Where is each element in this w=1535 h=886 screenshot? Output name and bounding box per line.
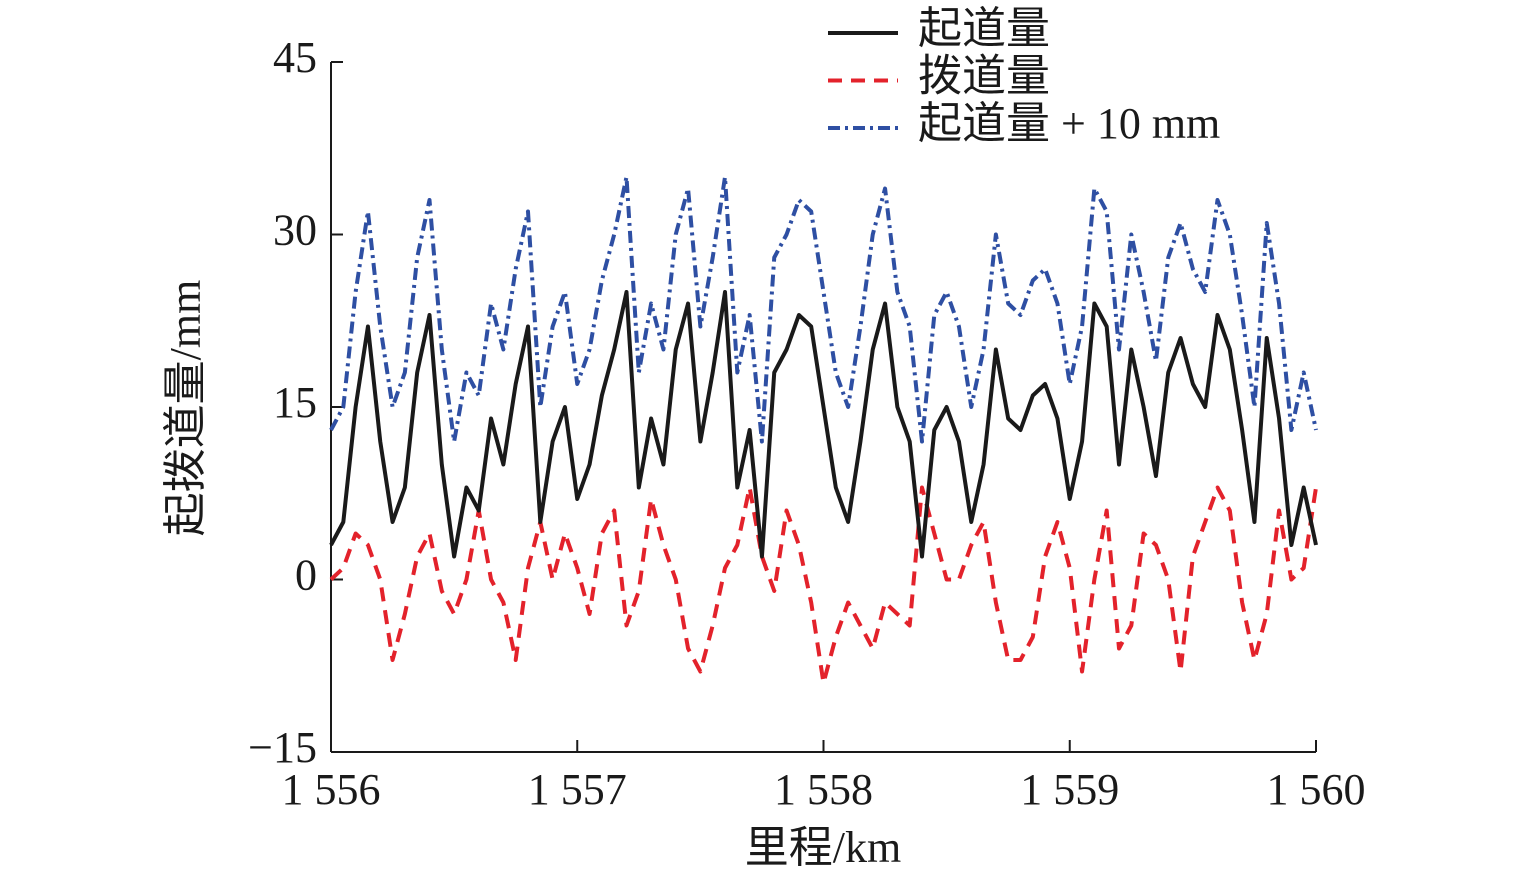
x-tick-label: 1 558 xyxy=(774,765,873,814)
series-line xyxy=(329,175,1318,444)
series-line xyxy=(329,290,1318,559)
y-tick-label: 45 xyxy=(273,33,317,82)
legend-label: 拨道量 xyxy=(918,52,1050,101)
y-tick-label: 0 xyxy=(295,551,317,600)
x-tick-label: 1 560 xyxy=(1267,765,1366,814)
x-tick-label: 1 559 xyxy=(1020,765,1119,814)
y-tick-label: 15 xyxy=(273,378,317,427)
series-line xyxy=(329,485,1318,685)
legend-label: 起道量 xyxy=(918,4,1050,53)
y-tick-label: 30 xyxy=(273,206,317,255)
x-axis-label: 里程/km xyxy=(745,823,901,872)
x-tick-label: 1 556 xyxy=(282,765,381,814)
legend-label: 起道量 + 10 mm xyxy=(918,99,1220,148)
y-tick-label: −15 xyxy=(248,723,317,772)
y-axis-label: 起拨道量/mm xyxy=(161,280,210,537)
x-tick-label: 1 557 xyxy=(528,765,627,814)
